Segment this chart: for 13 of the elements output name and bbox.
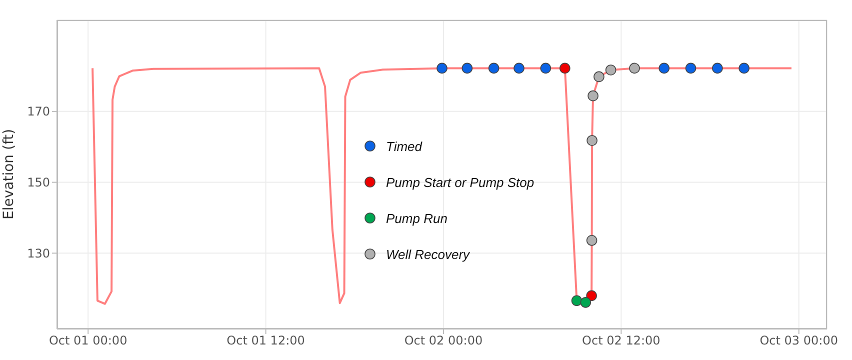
y-tick-label: 170 — [27, 104, 50, 119]
x-tick-label: Oct 03 00:00 — [760, 334, 838, 348]
legend-label: Timed — [386, 138, 422, 154]
legend-label: Pump Run — [386, 210, 448, 226]
y-axis-title: Elevation (ft) — [0, 128, 17, 220]
x-tick-label: Oct 02 12:00 — [582, 334, 660, 348]
y-tick-label: 150 — [27, 176, 50, 190]
x-tick-label: Oct 02 00:00 — [404, 334, 483, 348]
legend-label: Well Recovery — [386, 246, 470, 262]
y-tick-label: 130 — [27, 246, 50, 260]
x-tick-label: Oct 01 12:00 — [226, 334, 305, 348]
x-tick-label: Oct 01 00:00 — [48, 334, 128, 348]
legend-label: Pump Start or Pump Stop — [386, 174, 534, 190]
